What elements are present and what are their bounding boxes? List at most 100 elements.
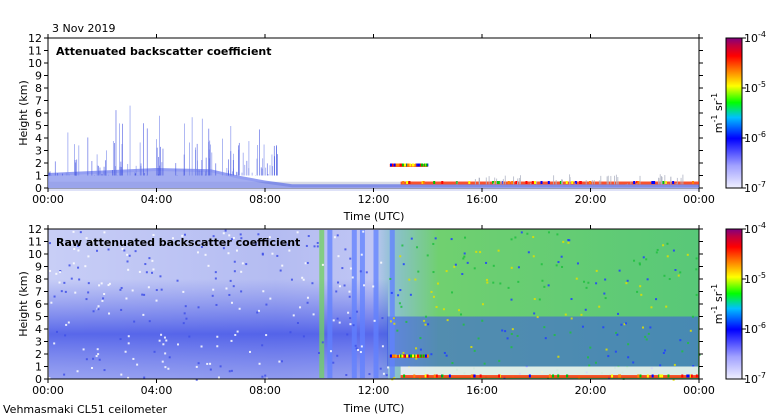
noise-pixel <box>510 238 513 241</box>
noise-pixel <box>127 342 130 345</box>
noise-pixel <box>59 271 62 274</box>
cloud-base-pixel <box>408 354 411 358</box>
cloud-base-pixel <box>393 163 396 167</box>
noise-pixel <box>585 286 588 289</box>
cloud-base-pixel <box>415 163 418 167</box>
cloud-base-pixel <box>425 163 428 167</box>
cloud-base <box>400 181 699 185</box>
y-tick-label: 2 <box>35 348 42 361</box>
noise-pixel <box>665 305 668 308</box>
noise-pixel <box>302 335 305 338</box>
noise-pixel <box>543 285 546 288</box>
cloud-base-pixel <box>574 181 577 184</box>
noise-pixel <box>466 261 469 264</box>
cloud-base-pixel <box>664 181 667 184</box>
noise-pixel <box>55 330 58 333</box>
noise-pixel <box>642 256 645 259</box>
noise-pixel <box>687 342 690 345</box>
x-tick-label: 12:00 <box>358 384 390 397</box>
noise-pixel <box>434 237 437 240</box>
noise-pixel <box>230 369 233 372</box>
colorbar-tick-exp: -5 <box>758 271 766 280</box>
noise-pixel <box>212 235 215 238</box>
cloud-base-pixel <box>468 181 471 184</box>
noise-pixel <box>184 305 187 308</box>
noise-pixel <box>96 249 99 252</box>
noise-pixel <box>235 249 238 252</box>
noise-pixel <box>544 337 547 340</box>
noise-pixel <box>321 263 324 266</box>
noise-pixel <box>212 288 215 291</box>
noise-pixel <box>392 317 395 320</box>
x-tick-label: 04:00 <box>141 384 173 397</box>
colorbar-tick-base: 10 <box>744 273 758 286</box>
noise-pixel <box>352 324 355 327</box>
x-axis-label: Time (UTC) <box>343 210 405 223</box>
noise-pixel <box>663 274 666 277</box>
noise-pixel <box>240 237 243 240</box>
noise-pixel <box>316 245 319 248</box>
noise-pixel <box>341 267 344 270</box>
x-tick-label: 00:00 <box>683 193 715 206</box>
noise-pixel <box>668 278 671 281</box>
cloud-base-pixel <box>548 374 551 378</box>
noise-pixel <box>103 231 106 234</box>
noise-pixel <box>279 269 282 272</box>
noise-pixel <box>304 262 307 265</box>
noise-pixel <box>632 361 635 364</box>
noise-pixel <box>147 286 150 289</box>
noise-pixel <box>463 255 466 258</box>
noise-pixel <box>415 357 418 360</box>
noise-pixel <box>107 248 110 251</box>
cloud-base-pixel <box>448 374 451 378</box>
noise-pixel <box>77 266 80 269</box>
noise-pixel <box>151 259 154 262</box>
noise-pixel <box>76 370 79 373</box>
cloud-base-pixel <box>422 354 425 358</box>
x-tick-label: 04:00 <box>141 193 173 206</box>
cloud-base-pixel <box>661 374 664 378</box>
noise-pixel <box>82 348 85 351</box>
noise-pixel <box>672 378 675 381</box>
cloud-base-pixel <box>417 163 420 167</box>
noise-pixel <box>360 345 363 348</box>
noise-pixel <box>541 279 544 282</box>
cloud-base-pixel <box>540 181 543 184</box>
noise-pixel <box>349 257 352 260</box>
cloud-base-pixel <box>566 374 569 378</box>
cloud-base-pixel <box>611 374 614 378</box>
noise-pixel <box>538 298 541 301</box>
noise-pixel <box>460 313 463 316</box>
noise-pixel <box>96 348 99 351</box>
noise-pixel <box>346 333 349 336</box>
noise-pixel <box>396 329 399 332</box>
x-tick-label: 12:00 <box>358 193 390 206</box>
noise-pixel <box>645 258 648 261</box>
noise-pixel <box>419 337 422 340</box>
noise-pixel <box>236 330 239 333</box>
noise-pixel <box>234 333 237 336</box>
noise-pixel <box>666 255 669 258</box>
noise-pixel <box>349 323 352 326</box>
noise-pixel <box>261 344 264 347</box>
noise-pixel <box>132 357 135 360</box>
noise-pixel <box>160 288 163 291</box>
noise-pixel <box>547 231 550 234</box>
noise-pixel <box>349 267 352 270</box>
noise-pixel <box>72 230 75 233</box>
colorbar-gradient <box>725 228 743 380</box>
noise-pixel <box>95 355 98 358</box>
noise-pixel <box>691 315 694 318</box>
noise-pixel <box>453 265 456 268</box>
noise-pixel <box>349 317 352 320</box>
noise-pixel <box>230 339 233 342</box>
noise-pixel <box>400 305 403 308</box>
noise-pixel <box>257 233 260 236</box>
cloud-base-pixel <box>401 354 404 358</box>
cloud-base-pixel <box>639 374 642 378</box>
colorbar-ticks: 10-410-510-610-7 <box>742 30 766 195</box>
cloud-base-pixel <box>637 374 640 378</box>
unit-mid: sr <box>712 291 725 305</box>
noise-pixel <box>73 248 76 251</box>
cloud-base-pixel <box>559 181 562 184</box>
